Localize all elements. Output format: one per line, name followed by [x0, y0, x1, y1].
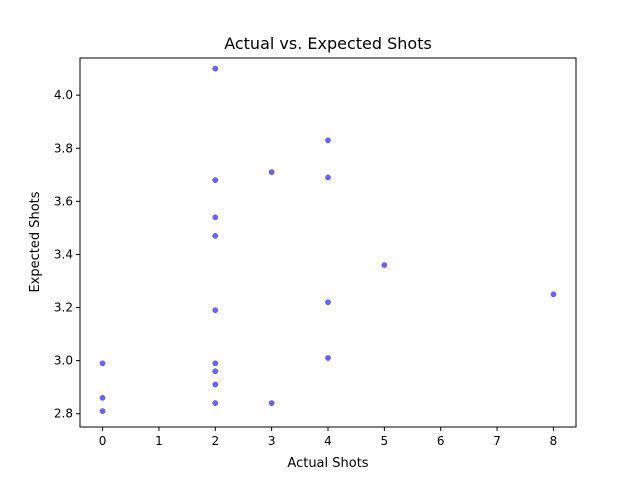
- data-point: [325, 355, 331, 361]
- chart-title: Actual vs. Expected Shots: [224, 34, 432, 53]
- data-point: [325, 299, 331, 306]
- x-tick-label: 5: [381, 434, 389, 448]
- data-point: [212, 360, 219, 367]
- x-tick-label: 4: [324, 434, 332, 448]
- data-point: [381, 262, 388, 268]
- y-tick-label: 3.6: [54, 194, 73, 208]
- data-point: [268, 400, 275, 406]
- data-point: [212, 65, 219, 72]
- plot-area: 0 1 2 3 4 5 6 7 8 2.8 3.0 3.2 3.4 3.6 3.8 4.0: [54, 57, 577, 448]
- y-tick-label: 3.0: [54, 354, 73, 368]
- x-tick-label: 6: [437, 434, 445, 448]
- x-tick-label: 2: [211, 434, 219, 448]
- x-tick-label: 7: [493, 434, 501, 448]
- y-tick-label: 3.4: [54, 247, 73, 261]
- data-point: [212, 381, 219, 388]
- data-point: [212, 400, 219, 406]
- data-point: [212, 368, 219, 375]
- data-point: [212, 214, 219, 221]
- x-tick-label: 3: [268, 434, 276, 448]
- data-point: [99, 360, 106, 367]
- data-point: [212, 233, 219, 239]
- y-tick-label: 3.8: [54, 141, 73, 155]
- y-axis-label: Expected Shots: [28, 191, 43, 292]
- y-tick-label: 2.8: [54, 407, 73, 421]
- data-point: [212, 307, 219, 314]
- data-point: [99, 408, 106, 414]
- y-tick-label: 3.2: [54, 301, 73, 315]
- data-point: [325, 137, 331, 144]
- x-tick-label: 1: [155, 434, 163, 448]
- data-point: [325, 174, 331, 181]
- data-point: [212, 177, 219, 183]
- data-point: [550, 291, 557, 298]
- x-tick-label: 0: [99, 434, 107, 448]
- data-point: [99, 394, 106, 401]
- x-tick-label: 8: [550, 434, 558, 448]
- y-tick-label: 4.0: [54, 88, 73, 102]
- x-axis-label: Actual Shots: [287, 456, 368, 471]
- data-point: [268, 169, 275, 176]
